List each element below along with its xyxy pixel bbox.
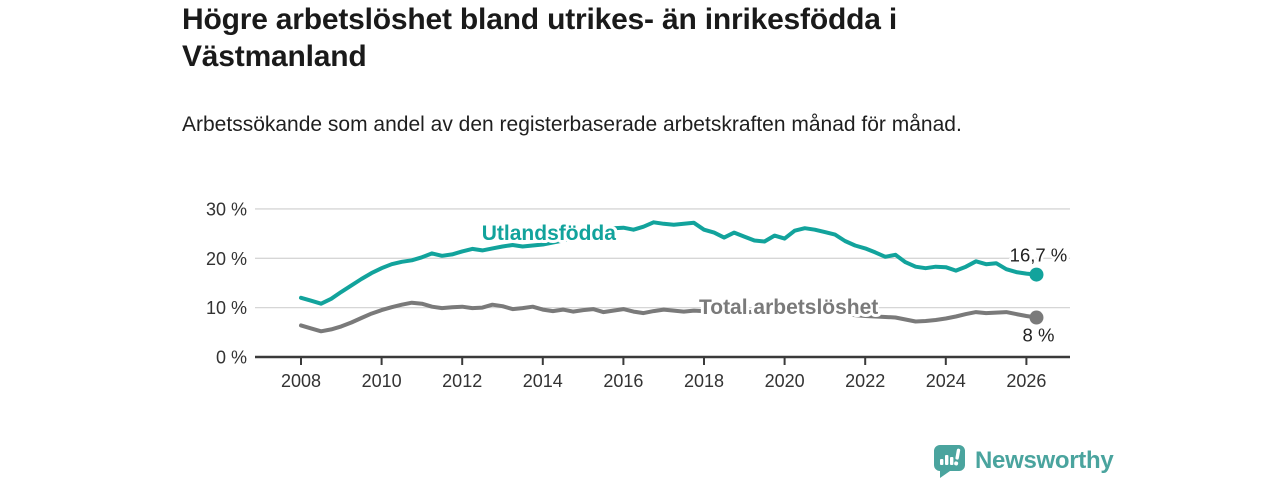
bar-chart-speech-bubble-icon <box>934 444 965 478</box>
x-tick-label: 2024 <box>926 371 966 391</box>
y-tick-label: 10 % <box>206 298 247 318</box>
x-tick-label: 2020 <box>765 371 805 391</box>
x-tick-label: 2026 <box>1006 371 1046 391</box>
series-label: Utlandsfödda <box>482 222 616 245</box>
series-line-total-arbetslöshet <box>299 300 1039 334</box>
y-tick-label: 30 % <box>206 199 247 219</box>
x-tick-label: 2012 <box>442 371 482 391</box>
chart-labels: Utlandsfödda 16,7 % Total arbetslöshet 8 % <box>479 219 1070 348</box>
end-value-label: 8 % <box>1023 325 1055 346</box>
newsworthy-brand-label: Newsworthy <box>975 447 1114 474</box>
bar-short <box>940 458 944 465</box>
series-label: Total arbetslöshet <box>699 296 878 319</box>
series-lines <box>299 220 1044 334</box>
x-tick-label: 2018 <box>684 371 724 391</box>
bar-medium <box>950 456 954 465</box>
series-line-utlandsfödda <box>299 220 1039 306</box>
exclamation-mark <box>954 448 961 465</box>
end-value-label: 16,7 % <box>1010 245 1068 266</box>
y-tick-label: 20 % <box>206 249 247 269</box>
newsworthy-brand-link[interactable]: Newsworthy <box>933 444 1114 478</box>
x-tick-label: 2022 <box>845 371 885 391</box>
end-dot-utlandsfödda <box>1029 267 1044 282</box>
x-tick-label: 2014 <box>523 371 563 391</box>
y-tick-label: 0 % <box>216 348 247 368</box>
speech-bubble-shape <box>934 444 965 478</box>
end-dot-total-arbetslöshet <box>1029 310 1044 325</box>
bar-tall <box>945 454 949 465</box>
page-title: Högre arbetslöshet bland utrikes- än inr… <box>182 3 897 73</box>
chart-subtitle: Arbetssökande som andel av den registerb… <box>182 113 962 136</box>
axes: 0 % 10 % 20 % 30 % 2008 2010 2012 2014 2016 2018 2… <box>206 199 1070 391</box>
x-tick-label: 2016 <box>603 371 643 391</box>
x-tick-label: 2010 <box>362 371 402 391</box>
x-tick-label: 2008 <box>281 371 321 391</box>
